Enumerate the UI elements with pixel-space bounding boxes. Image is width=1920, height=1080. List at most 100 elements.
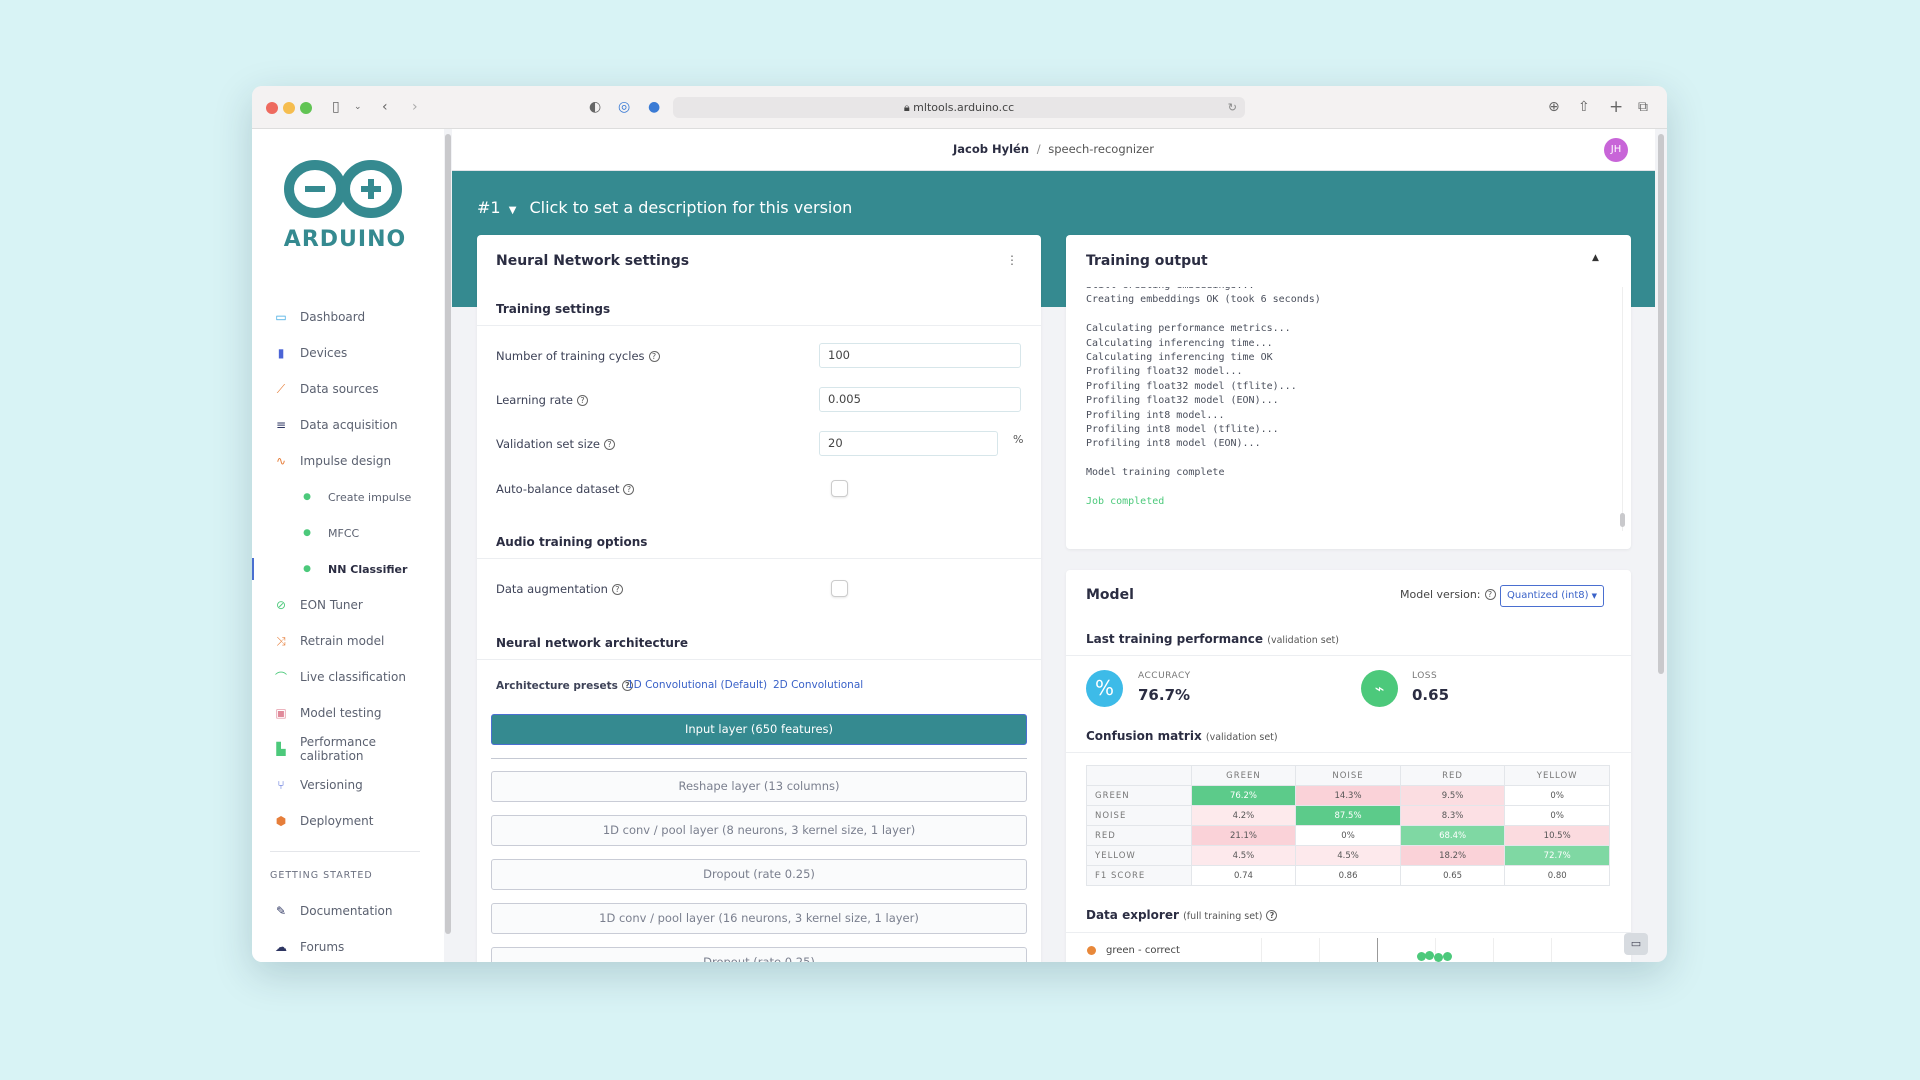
model-version-select[interactable]: Quantized (int8) ▼ <box>1500 585 1604 607</box>
layer-block[interactable]: Reshape layer (13 columns) <box>491 771 1027 802</box>
version-row: #1 ▼ Click to set a description for this… <box>477 198 852 217</box>
sidebar-item-data-acquisition[interactable]: ≡ Data acquisition <box>252 410 442 440</box>
auto-balance-checkbox[interactable] <box>831 480 848 497</box>
layer-block[interactable]: 1D conv / pool layer (16 neurons, 3 kern… <box>491 903 1027 934</box>
logo-text: ARDUINO <box>283 227 407 252</box>
sidebar-item-dashboard[interactable]: ▭ Dashboard <box>252 302 442 332</box>
log-line: Calculating performance metrics... <box>1086 323 1291 335</box>
data-point[interactable] <box>1417 952 1426 961</box>
sidebar-item-devices[interactable]: ▮ Devices <box>252 338 442 368</box>
version-selector[interactable]: #1 <box>477 198 501 217</box>
help-icon[interactable]: ? <box>621 680 633 691</box>
training-log[interactable]: Still creating embeddings...Creating emb… <box>1066 287 1631 531</box>
sidebar-link-documentation[interactable]: ✎ Documentation <box>252 896 442 926</box>
log-scrollbar[interactable] <box>1620 513 1625 527</box>
forum-icon: ☁ <box>275 940 287 954</box>
sidebar-item-label: MFCC <box>328 526 360 540</box>
cm-cell: 87.5% <box>1295 805 1401 826</box>
data-point[interactable] <box>1425 951 1434 960</box>
accuracy-value: 76.7% <box>1138 686 1191 704</box>
arduino-logo[interactable]: ARDUINO <box>282 159 408 252</box>
sidebar-item-performance-calibration[interactable]: ▙ Performance calibration <box>252 734 442 764</box>
divider <box>477 325 1041 326</box>
loss-label: LOSS <box>1412 671 1438 681</box>
privacy-icon[interactable]: ● <box>648 99 661 115</box>
log-line: Calculating inferencing time OK <box>1086 351 1273 363</box>
chevron-down-icon[interactable]: ⌄ <box>354 102 362 112</box>
sidebar-item-label: Live classification <box>300 670 406 684</box>
database-icon: ≡ <box>275 418 287 432</box>
sidebar-toggle-icon[interactable]: ▯ <box>332 99 340 115</box>
learning-rate-input[interactable]: 0.005 <box>819 387 1021 412</box>
help-icon[interactable]: ? <box>623 484 635 495</box>
chip-icon: ▮ <box>277 346 285 360</box>
chart-trend-icon: ⌁ <box>1361 670 1398 707</box>
preset-2d-conv-link[interactable]: 2D Convolutional <box>773 679 864 691</box>
input-layer-block[interactable]: Input layer (650 features) <box>491 714 1027 745</box>
feedback-button[interactable]: ▭ <box>1624 933 1648 955</box>
cm-f1-cell: 0.74 <box>1190 865 1297 886</box>
preset-1d-conv-link[interactable]: 1D Convolutional (Default) <box>627 679 768 691</box>
download-icon[interactable]: ⊕ <box>1548 99 1560 115</box>
docs-icon: ✎ <box>275 904 287 918</box>
help-icon[interactable]: ? <box>1484 589 1496 600</box>
share-icon[interactable]: ⇧ <box>1578 99 1590 115</box>
sidebar-item-eon-tuner[interactable]: ⊘ EON Tuner <box>252 590 442 620</box>
layer-block[interactable]: Dropout (rate 0.25) <box>491 947 1027 962</box>
branch-icon: ⑂ <box>277 778 285 792</box>
sidebar-item-nn-classifier[interactable]: ● NN Classifier <box>252 554 442 584</box>
data-point[interactable] <box>1434 953 1443 962</box>
new-tab-icon[interactable]: + <box>1609 97 1624 117</box>
layer-block[interactable]: Dropout (rate 0.25) <box>491 859 1027 890</box>
section-training-settings: Training settings <box>496 302 611 316</box>
sidebar-item-deployment[interactable]: ⬢ Deployment <box>252 806 442 836</box>
main-scrollbar[interactable] <box>1658 134 1664 674</box>
sidebar-item-live-classification[interactable]: ⌒ Live classification <box>252 662 442 692</box>
help-icon[interactable]: ? <box>1266 910 1278 921</box>
sidebar-item-model-testing[interactable]: ▣ Model testing <box>252 698 442 728</box>
help-icon[interactable]: ? <box>576 395 588 406</box>
sidebar-item-create-impulse[interactable]: ● Create impulse <box>252 482 442 512</box>
data-point[interactable] <box>1443 952 1452 961</box>
lock-icon: 🔒︎ <box>903 101 914 114</box>
sidebar-item-versioning[interactable]: ⑂ Versioning <box>252 770 442 800</box>
reload-icon[interactable]: ↻ <box>1227 101 1237 114</box>
shield-icon[interactable]: ◐ <box>589 99 602 115</box>
training-cycles-input[interactable]: 100 <box>819 343 1021 368</box>
sidebar-link-forums[interactable]: ☁ Forums <box>252 932 442 962</box>
sidebar-item-data-sources[interactable]: ⟋ Data sources <box>252 374 442 404</box>
version-description[interactable]: Click to set a description for this vers… <box>529 198 853 217</box>
sidebar-item-label: EON Tuner <box>300 598 363 612</box>
minimize-window-button[interactable] <box>283 102 295 114</box>
data-explorer-plot[interactable] <box>1261 938 1611 962</box>
augmentation-checkbox[interactable] <box>831 580 848 597</box>
breadcrumb-user[interactable]: Jacob Hylén <box>953 142 1030 156</box>
zoom-window-button[interactable] <box>300 102 312 114</box>
kebab-menu-icon[interactable]: ⋮ <box>1006 253 1018 267</box>
help-icon[interactable]: ? <box>611 584 623 595</box>
close-window-button[interactable] <box>266 102 278 114</box>
sidebar-item-mfcc[interactable]: ● MFCC <box>252 518 442 548</box>
help-icon[interactable]: ? <box>603 439 615 450</box>
active-indicator <box>252 558 254 580</box>
section-architecture: Neural network architecture <box>496 636 688 650</box>
extension-icon[interactable]: ◎ <box>618 99 631 115</box>
sidebar-divider <box>270 851 420 852</box>
sidebar-scrollbar[interactable] <box>445 134 451 934</box>
sidebar-item-impulse-design[interactable]: ∿ Impulse design <box>252 446 442 476</box>
infinity-logo-icon <box>284 160 402 218</box>
caret-down-icon[interactable]: ▼ <box>508 205 517 216</box>
back-icon[interactable]: ‹ <box>382 99 388 115</box>
forward-icon[interactable]: › <box>412 99 418 115</box>
tabs-overview-icon[interactable]: ⧉ <box>1638 99 1648 115</box>
layer-block[interactable]: 1D conv / pool layer (8 neurons, 3 kerne… <box>491 815 1027 846</box>
sidebar-item-retrain-model[interactable]: ⤨ Retrain model <box>252 626 442 656</box>
help-icon[interactable]: ? <box>648 351 660 362</box>
divider <box>477 558 1041 559</box>
breadcrumb-project[interactable]: speech-recognizer <box>1048 142 1154 156</box>
avatar[interactable]: JH <box>1604 138 1628 162</box>
breadcrumb-separator: / <box>1036 142 1041 156</box>
validation-size-input[interactable]: 20 <box>819 431 998 456</box>
address-bar[interactable]: 🔒︎ mltools.arduino.cc ↻ <box>673 97 1245 118</box>
collapse-caret-icon[interactable]: ▲ <box>1592 253 1599 263</box>
